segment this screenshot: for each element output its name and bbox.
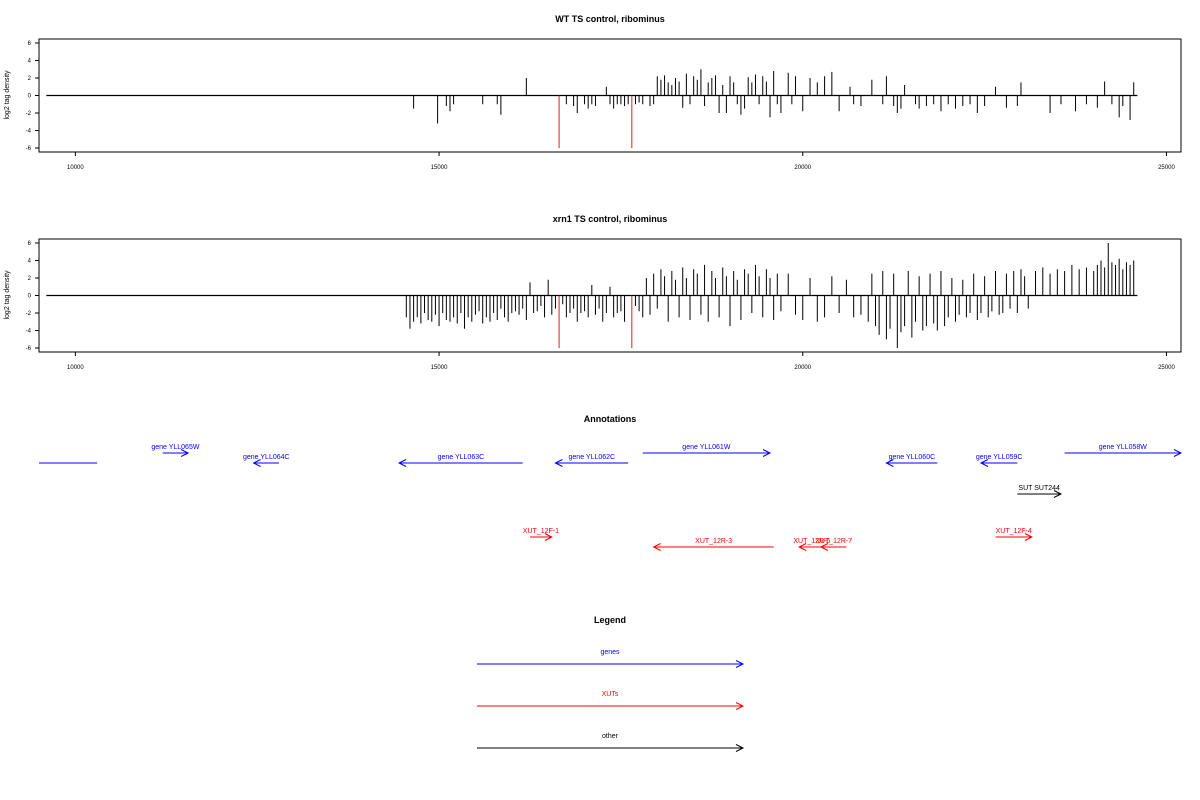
- arrowhead-left: [554, 459, 563, 467]
- arrowhead-right: [762, 449, 772, 457]
- arrowhead-right: [544, 533, 553, 541]
- y-tick-label: 0: [28, 294, 32, 300]
- y-tick-label: 6: [28, 41, 32, 47]
- xrn1-bars: [46, 243, 1138, 348]
- y-tick-label: 4: [28, 259, 32, 265]
- legend-items: genes XUTs other: [477, 649, 745, 752]
- feature-label: gene YLL065W: [151, 444, 200, 451]
- arrowhead-left: [397, 459, 407, 467]
- feature-label: gene YLL060C: [889, 454, 936, 461]
- feature-label: gene YLL062C: [569, 454, 616, 461]
- wt-y-ticks: 6 4 2 0 -2 -4 -6: [26, 41, 39, 152]
- arrowhead-left: [252, 459, 261, 467]
- arrowhead-right: [735, 702, 745, 710]
- arrowhead-right: [735, 744, 745, 752]
- feature-label: gene YLL063C: [438, 454, 485, 461]
- arrowhead-left: [652, 543, 661, 551]
- y-tick-label: 0: [28, 94, 32, 100]
- feature-label: XUT_12F-4: [996, 528, 1032, 535]
- feature-label: XUT_12R-7: [815, 538, 852, 545]
- arrowhead-right: [1173, 449, 1183, 457]
- y-tick-label: -4: [26, 329, 32, 335]
- x-tick-label: 10000: [67, 365, 84, 371]
- wt-bars: [46, 69, 1138, 148]
- arrowhead-right: [735, 660, 745, 668]
- feature-label: XUT_12F-1: [523, 528, 559, 535]
- xrn1-x-ticks: 10000 15000 20000 25000: [67, 352, 1175, 371]
- wt-panel-title: WT TS control, ribominus: [555, 14, 665, 24]
- x-tick-label: 25000: [1158, 165, 1175, 171]
- y-tick-label: -4: [26, 129, 32, 135]
- x-tick-label: 15000: [431, 365, 448, 371]
- feature-label: gene YLL058W: [1099, 444, 1148, 451]
- x-tick-label: 15000: [431, 165, 448, 171]
- legend-label: other: [602, 733, 619, 740]
- y-tick-label: 2: [28, 276, 32, 282]
- arrowhead-right: [180, 449, 190, 457]
- feature-label: gene YLL064C: [243, 454, 290, 461]
- feature-label: gene YLL061W: [682, 444, 731, 451]
- arrowhead-right: [1024, 533, 1034, 541]
- annotations-title: Annotations: [584, 414, 637, 424]
- y-tick-label: 2: [28, 76, 32, 82]
- arrowhead-right: [1053, 490, 1063, 498]
- x-tick-label: 20000: [794, 165, 811, 171]
- x-tick-label: 20000: [794, 365, 811, 371]
- wt-x-ticks: 10000 15000 20000 25000: [67, 152, 1175, 171]
- y-tick-label: 4: [28, 59, 32, 65]
- legend-title: Legend: [594, 615, 626, 625]
- xrn1-y-ticks: 6 4 2 0 -2 -4 -6: [26, 241, 39, 352]
- arrowhead-left: [798, 543, 807, 551]
- feature-label: XUT_12R-3: [695, 538, 732, 545]
- legend-label: XUTs: [602, 691, 619, 698]
- y-tick-label: -6: [26, 146, 32, 152]
- legend-label: genes: [600, 649, 620, 656]
- y-tick-label: -2: [26, 311, 32, 317]
- arrowhead-left: [885, 459, 894, 467]
- feature-label: gene YLL059C: [976, 454, 1023, 461]
- xrn1-panel: xrn1 TS control, ribominus log2 tag dens…: [4, 214, 1182, 371]
- y-tick-label: -2: [26, 111, 32, 117]
- x-tick-label: 10000: [67, 165, 84, 171]
- x-tick-label: 25000: [1158, 365, 1175, 371]
- feature-label: XUT_12R-6: [793, 538, 830, 545]
- arrowhead-left: [979, 459, 989, 467]
- feature-label: SUT SUT244: [1018, 485, 1060, 492]
- wt-y-axis-label: log2 tag density: [4, 70, 11, 120]
- legend-panel: Legend genes XUTs other: [477, 615, 745, 752]
- arrowhead-left: [819, 543, 829, 551]
- xrn1-y-axis-label: log2 tag density: [4, 270, 11, 320]
- y-tick-label: -6: [26, 346, 32, 352]
- y-tick-label: 6: [28, 241, 32, 247]
- annotation-features: gene YLL065W gene YLL064C gene YLL063C gene…: [39, 444, 1183, 551]
- xrn1-panel-title: xrn1 TS control, ribominus: [553, 214, 668, 224]
- wt-panel: WT TS control, ribominus log2 tag densit…: [4, 14, 1182, 171]
